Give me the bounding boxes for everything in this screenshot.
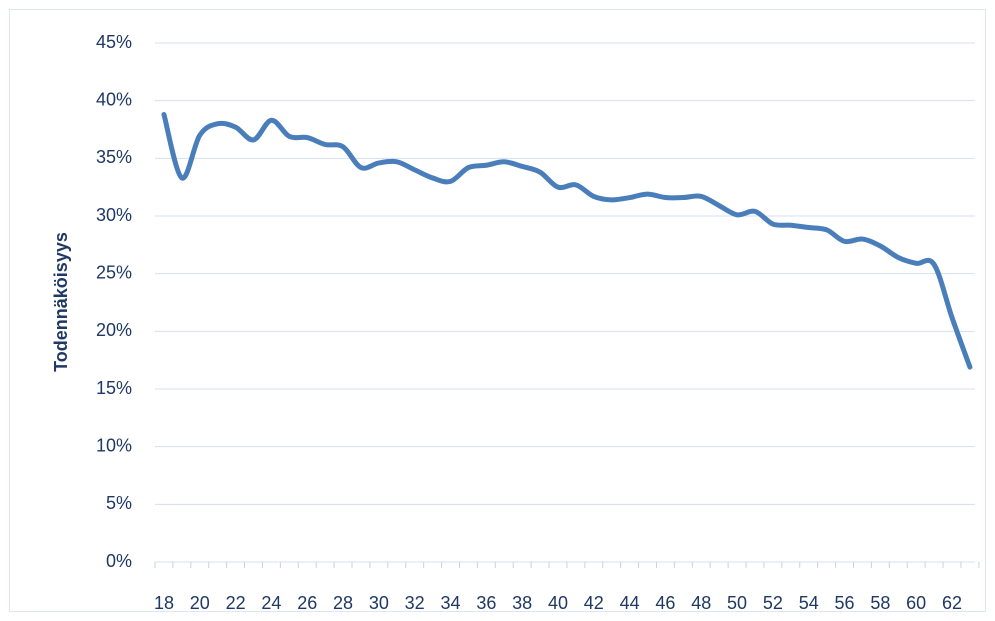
- x-tick-label: 20: [190, 593, 210, 613]
- y-tick-label: 40%: [96, 89, 132, 109]
- y-tick-label: 20%: [96, 320, 132, 340]
- y-tick-label: 0%: [106, 551, 132, 571]
- x-tick-label: 56: [835, 593, 855, 613]
- x-tick-label: 52: [763, 593, 783, 613]
- x-tick-label: 26: [297, 593, 317, 613]
- y-tick-label: 30%: [96, 205, 132, 225]
- x-tick-label: 58: [870, 593, 890, 613]
- x-tick-label: 46: [655, 593, 675, 613]
- x-tick-label: 24: [261, 593, 281, 613]
- x-tick-label: 28: [333, 593, 353, 613]
- y-tick-label: 25%: [96, 262, 132, 282]
- x-tick-label: 54: [799, 593, 819, 613]
- chart-frame: [9, 9, 986, 612]
- y-tick-label: 15%: [96, 378, 132, 398]
- x-tick-label: 62: [942, 593, 962, 613]
- y-axis-label: Todennäköisyys: [51, 232, 71, 372]
- x-tick-label: 42: [584, 593, 604, 613]
- x-tick-label: 40: [548, 593, 568, 613]
- x-tick-label: 44: [620, 593, 640, 613]
- y-tick-label: 10%: [96, 435, 132, 455]
- x-tick-label: 22: [226, 593, 246, 613]
- y-tick-label: 35%: [96, 147, 132, 167]
- x-tick-label: 36: [476, 593, 496, 613]
- x-tick-label: 38: [512, 593, 532, 613]
- x-tick-label: 18: [154, 593, 174, 613]
- x-tick-label: 32: [405, 593, 425, 613]
- x-tick-label: 48: [691, 593, 711, 613]
- y-tick-label: 45%: [96, 32, 132, 52]
- x-tick-label: 34: [440, 593, 460, 613]
- x-tick-label: 50: [727, 593, 747, 613]
- y-tick-label: 5%: [106, 493, 132, 513]
- x-tick-label: 30: [369, 593, 389, 613]
- x-tick-label: 60: [906, 593, 926, 613]
- line-series: [161, 112, 973, 370]
